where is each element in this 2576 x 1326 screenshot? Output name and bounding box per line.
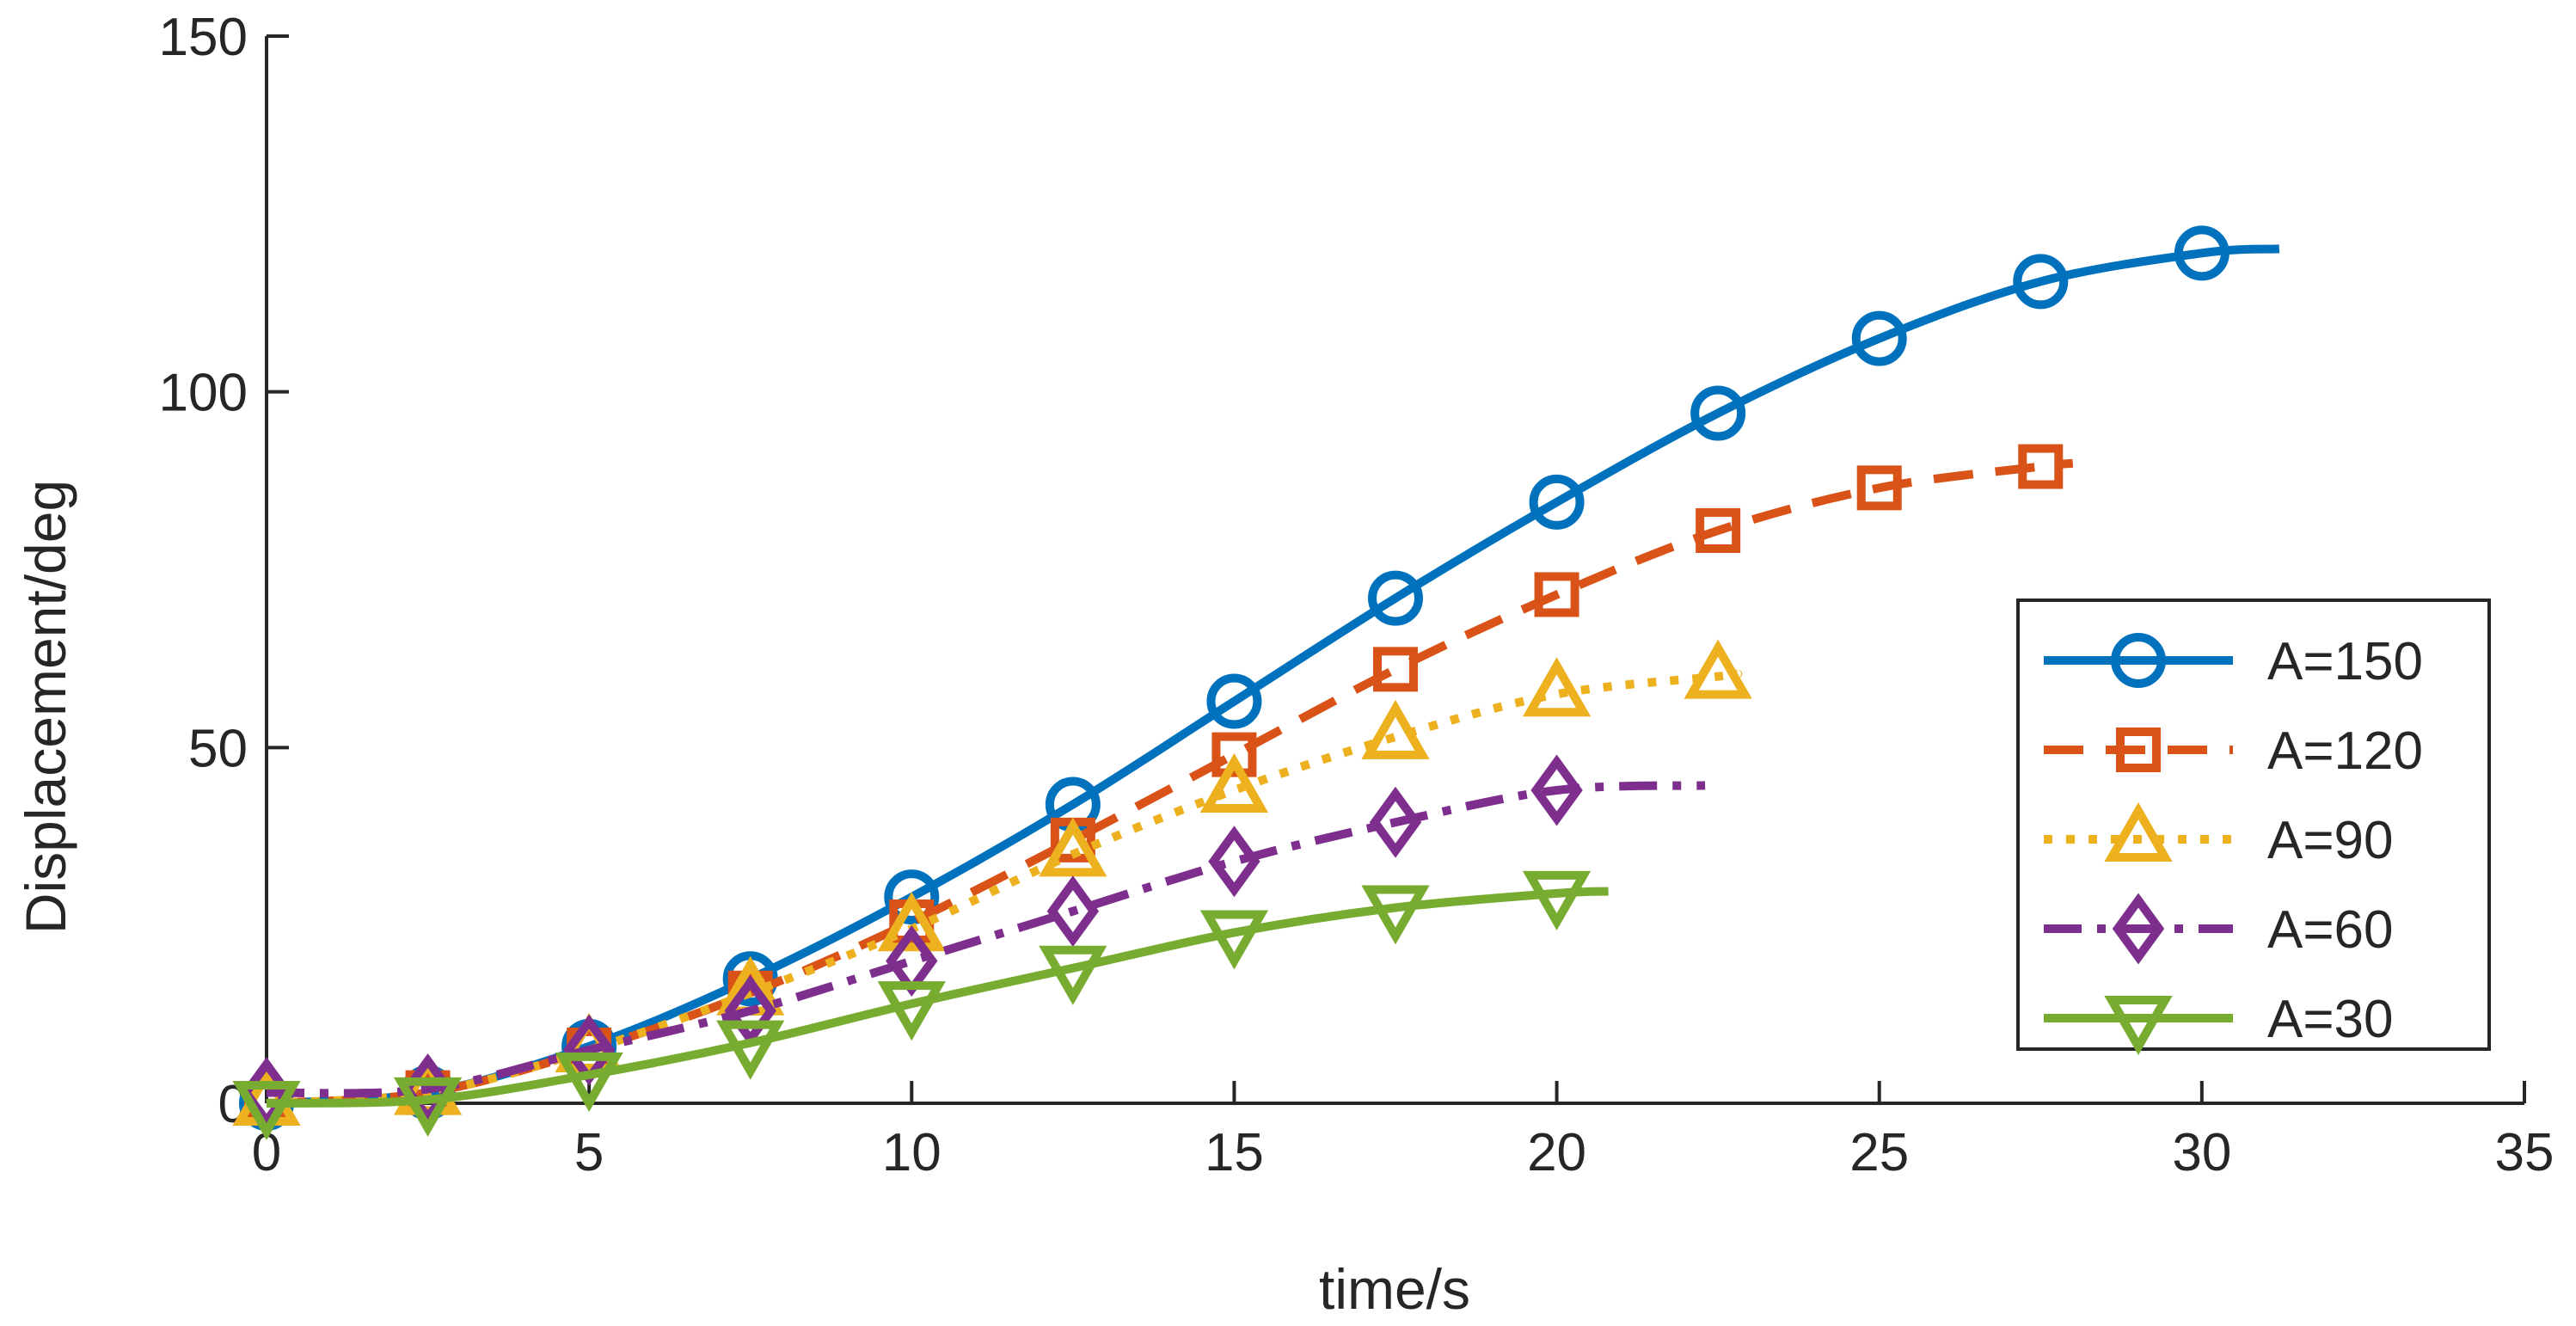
legend-marker	[2112, 893, 2165, 965]
data-point	[1534, 572, 1579, 617]
data-point	[2013, 254, 2069, 310]
legend-label: A=30	[2267, 990, 2394, 1049]
data-point	[1368, 570, 1423, 626]
data-point	[1211, 732, 1257, 777]
x-tick-label: 15	[1205, 1123, 1264, 1182]
x-axis-label: time/s	[1319, 1257, 1470, 1321]
data-point	[1199, 752, 1269, 813]
legend-entry: A=60	[2044, 893, 2394, 965]
data-point	[393, 1077, 463, 1137]
y-tick-label: 150	[159, 8, 248, 67]
legend-marker	[2104, 996, 2173, 1056]
data-point	[2174, 225, 2229, 281]
data-point	[1361, 885, 1430, 945]
series-line	[266, 887, 1609, 1108]
legend-label: A=60	[2267, 900, 2394, 960]
data-point	[1208, 826, 1260, 898]
legend-entry: A=150	[2044, 632, 2423, 691]
data-point	[1373, 647, 1418, 692]
data-point	[1530, 754, 1583, 826]
y-tick-label: 50	[188, 719, 248, 778]
data-point	[2018, 444, 2064, 489]
x-tick-label: 10	[882, 1123, 941, 1182]
data-point	[1369, 786, 1422, 858]
series-a-30	[232, 870, 1609, 1141]
x-tick-label: 30	[2172, 1123, 2231, 1182]
data-point	[1690, 385, 1746, 441]
legend-label: A=150	[2267, 632, 2423, 691]
series-layer	[232, 225, 2280, 1141]
x-tick-label: 20	[1527, 1123, 1586, 1182]
legend-entry: A=120	[2044, 721, 2423, 781]
data-point	[884, 869, 940, 925]
data-point	[1522, 870, 1592, 930]
legend-marker	[2116, 727, 2161, 772]
data-point	[1199, 910, 1269, 970]
data-point	[1039, 945, 1107, 1005]
x-tick-label: 5	[574, 1123, 604, 1182]
series-line	[266, 244, 2280, 1108]
x-tick-label: 25	[1849, 1123, 1909, 1182]
legend: A=150 A=120 A=90 A=60 A=30	[2016, 599, 2491, 1056]
y-tick-label: 100	[159, 364, 248, 423]
data-point	[1522, 657, 1592, 717]
legend-label: A=120	[2267, 721, 2423, 781]
data-point	[716, 1020, 785, 1080]
series-a-60	[240, 754, 1706, 1129]
legend-entry: A=30	[2044, 990, 2394, 1056]
series-line	[266, 781, 1706, 1098]
legend-label: A=90	[2267, 811, 2394, 870]
data-point	[555, 1052, 623, 1112]
series-line	[266, 669, 1743, 1108]
legend-box	[2016, 599, 2491, 1051]
data-point	[1529, 474, 1585, 530]
legend-marker	[2111, 633, 2166, 688]
x-tick-label: 35	[2495, 1123, 2555, 1182]
legend-marker	[2104, 801, 2173, 862]
series-a-150	[239, 225, 2280, 1131]
y-axis-label: Displacement/deg	[14, 480, 77, 934]
data-point	[232, 1081, 301, 1141]
data-point	[1684, 639, 1752, 699]
data-point	[1856, 465, 1902, 511]
data-point	[1851, 310, 1907, 366]
data-point	[1361, 699, 1430, 759]
series-a-120	[244, 444, 2074, 1126]
series-line	[266, 458, 2074, 1108]
data-point	[1039, 817, 1107, 877]
legend-entry: A=90	[2044, 801, 2394, 870]
data-point	[722, 951, 778, 1007]
data-point	[1046, 875, 1100, 948]
data-point	[1206, 673, 1262, 729]
data-point	[877, 892, 946, 952]
data-point	[877, 981, 946, 1041]
data-point	[1696, 507, 1741, 553]
